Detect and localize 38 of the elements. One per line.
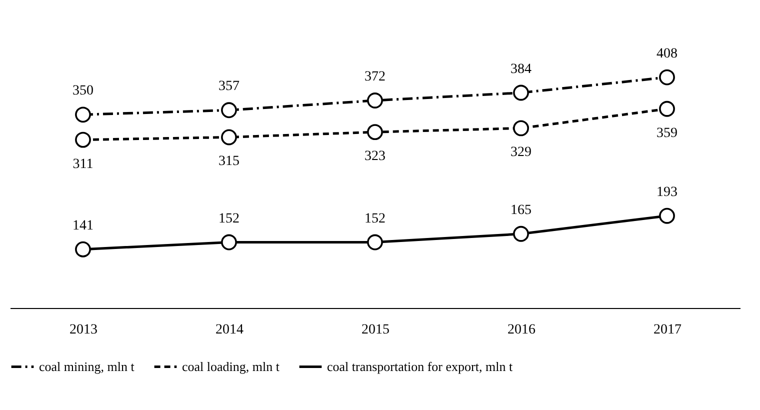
data-label: 372	[364, 69, 386, 84]
point	[513, 226, 529, 242]
point	[367, 92, 383, 108]
point	[513, 120, 529, 136]
data-label: 408	[656, 46, 678, 62]
data-label: 315	[218, 154, 240, 170]
point	[659, 100, 675, 117]
point	[367, 124, 383, 140]
data-label: 323	[364, 149, 386, 164]
data-label: 350	[72, 84, 94, 99]
point	[659, 69, 675, 86]
data-label: 152	[364, 211, 386, 226]
x-tick-label: 2016	[508, 322, 536, 338]
data-label: 357	[218, 79, 240, 94]
legend-label: coal transportation for export, mln t	[327, 358, 513, 374]
legend-label: coal mining, mln t	[39, 358, 135, 374]
point	[367, 234, 383, 250]
legend-label: coal loading, mln t	[182, 358, 280, 374]
x-tick-label: 2015	[362, 322, 390, 338]
x-tick-label: 2017	[654, 322, 682, 338]
point	[75, 241, 91, 258]
point	[75, 106, 91, 123]
data-label: 165	[510, 202, 532, 218]
point	[221, 102, 237, 118]
point	[221, 129, 237, 146]
data-label: 311	[72, 156, 94, 172]
data-label: 152	[218, 211, 240, 226]
data-label: 141	[72, 218, 94, 234]
data-label: 329	[510, 145, 532, 160]
point	[659, 208, 675, 224]
data-label: 384	[510, 62, 532, 77]
point	[221, 234, 237, 250]
point	[75, 132, 91, 148]
data-label: 193	[656, 184, 678, 200]
x-tick-label: 2013	[70, 322, 98, 338]
point	[513, 84, 529, 101]
data-label: 359	[656, 126, 678, 141]
x-tick-label: 2014	[216, 322, 244, 338]
